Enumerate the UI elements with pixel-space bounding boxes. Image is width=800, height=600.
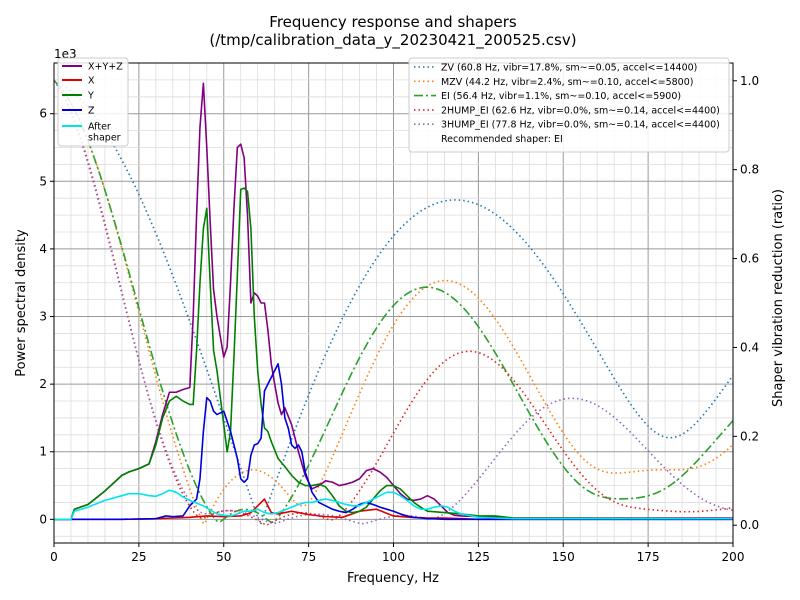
psd-line-xyz <box>54 82 733 521</box>
legend-shaper-label: ZV (60.8 Hz, vibr=17.8%, sm~=0.05, accel… <box>441 63 697 74</box>
y-tick-label-left: 4 <box>39 242 47 256</box>
legend-shapers-frame <box>408 57 730 153</box>
legend-recommended-label: Recommended shaper: EI <box>441 134 563 145</box>
legend-shaper-label: EI (56.4 Hz, vibr=1.1%, sm~=0.10, accel<… <box>441 91 681 102</box>
x-tick-label: 200 <box>722 550 745 564</box>
x-tick-label: 100 <box>382 550 405 564</box>
y-tick-label-left: 1 <box>39 445 47 459</box>
legend-psd-label: X+Y+Z <box>88 62 123 73</box>
plot-frame <box>53 62 734 544</box>
y-tick-label-right: 0.2 <box>740 429 759 443</box>
psd-line-z <box>54 363 733 521</box>
y-tick-label-left: 2 <box>39 377 47 391</box>
y-axis-label-right: Shaper vibration reduction (ratio) <box>771 189 786 407</box>
psd-curves <box>54 82 734 521</box>
y-tick-label-right: 0.0 <box>740 518 759 532</box>
y-tick-label-left: 5 <box>39 174 47 188</box>
x-tick-label: 25 <box>131 550 146 564</box>
y-tick-label-right: 0.6 <box>740 252 759 266</box>
psd-line-after-shaper <box>54 489 733 521</box>
x-tick-label: 75 <box>301 550 316 564</box>
legend-psd-label: Z <box>88 106 95 117</box>
y-tick-label-right: 0.8 <box>740 163 759 177</box>
legend-shaper-label: MZV (44.2 Hz, vibr=2.4%, sm~=0.10, accel… <box>441 77 693 88</box>
x-tick-label: 175 <box>637 550 660 564</box>
legend-shapers: ZV (60.8 Hz, vibr=17.8%, sm~=0.05, accel… <box>408 57 730 153</box>
legend-psd-label: Y <box>87 91 94 102</box>
y-tick-label-left: 3 <box>39 310 47 324</box>
legend-shaper-label: 2HUMP_EI (62.6 Hz, vibr=0.0%, sm~=0.14, … <box>441 105 720 116</box>
x-tick-label: 0 <box>50 550 58 564</box>
psd-line-y <box>54 187 734 521</box>
x-tick-label: 125 <box>467 550 490 564</box>
chart-title-line2: (/tmp/calibration_data_y_20230421_200525… <box>209 31 576 50</box>
axis-ticks: 0 25 50 75 100 125 150 175 200 0 1 2 3 4 5 6 0.0 0.2 0.4 0.… <box>39 74 759 564</box>
x-axis-label: Frequency, Hz <box>347 571 439 586</box>
x-tick-label: 50 <box>216 550 231 564</box>
chart-title-line1: Frequency response and shapers <box>269 13 517 31</box>
y-tick-label-right: 0.4 <box>740 340 759 354</box>
legend-psd-label: After <box>88 122 111 133</box>
y-axis-label-left: Power spectral density <box>14 229 29 377</box>
shaper-curve-zv <box>53 80 734 525</box>
grid <box>53 63 734 543</box>
y-tick-label-left: 6 <box>39 107 47 121</box>
legend-psd-label: shaper <box>88 133 121 144</box>
y-tick-label-left: 0 <box>39 512 47 526</box>
x-tick-label: 150 <box>552 550 575 564</box>
y-tick-label-right: 1.0 <box>740 74 759 88</box>
legend-psd-label: X <box>88 76 95 87</box>
shaper-curve-2hump <box>53 80 734 526</box>
legend-shaper-label: 3HUMP_EI (77.8 Hz, vibr=0.0%, sm~=0.14, … <box>441 120 720 131</box>
